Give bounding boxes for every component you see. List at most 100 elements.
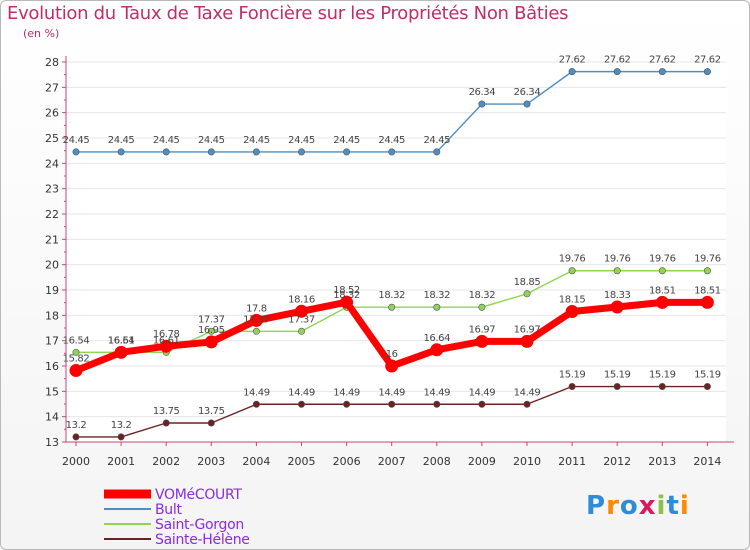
data-label: 18.15: [559, 295, 586, 306]
data-label: 24.45: [153, 135, 180, 146]
data-label: 16.78: [153, 329, 180, 340]
data-label: 15.19: [694, 370, 721, 381]
plot-area: [66, 62, 726, 442]
data-point: [388, 303, 396, 311]
x-tick-label: 2002: [152, 455, 180, 468]
data-label: 16: [386, 349, 398, 360]
legend-label: Sainte-Hélène: [155, 532, 250, 548]
data-label: 18.33: [604, 290, 631, 301]
data-label: 15.19: [649, 370, 676, 381]
legend-label: Saint-Gorgon: [155, 517, 244, 533]
x-tick-label: 2011: [558, 455, 586, 468]
data-point: [114, 345, 128, 359]
y-tick-label: 16: [45, 360, 59, 373]
data-label: 27.62: [604, 55, 631, 66]
y-tick-label: 27: [45, 81, 59, 94]
data-point: [433, 400, 441, 408]
data-point: [72, 348, 80, 356]
data-label: 14.49: [333, 387, 360, 398]
data-point: [343, 148, 351, 156]
x-tick-label: 2004: [242, 455, 270, 468]
data-point: [478, 400, 486, 408]
data-point: [297, 148, 305, 156]
logo-letter: t: [666, 491, 680, 521]
chart-title: Evolution du Taux de Taxe Foncière sur l…: [7, 3, 569, 24]
data-label: 27.62: [559, 55, 586, 66]
data-label: 26.34: [469, 87, 496, 98]
data-point: [658, 383, 666, 391]
x-tick-label: 2005: [288, 455, 316, 468]
data-point: [207, 327, 215, 335]
y-tick-label: 19: [45, 284, 59, 297]
data-point: [159, 339, 173, 353]
data-point: [117, 433, 125, 441]
y-tick-label: 23: [45, 183, 59, 196]
data-label: 18.32: [333, 290, 360, 301]
data-point: [252, 400, 260, 408]
data-label: 16.54: [63, 335, 90, 346]
y-tick-label: 24: [45, 157, 59, 170]
data-point: [520, 334, 534, 348]
data-point: [207, 148, 215, 156]
data-label: 14.49: [288, 387, 315, 398]
data-label: 14.49: [378, 387, 405, 398]
data-point: [568, 267, 576, 275]
data-point: [162, 148, 170, 156]
data-point: [297, 327, 305, 335]
data-point: [568, 68, 576, 76]
x-tick-label: 2010: [513, 455, 541, 468]
data-point: [613, 383, 621, 391]
unit-label: (en %): [23, 27, 60, 40]
data-label: 18.85: [514, 277, 541, 288]
logo-letter: o: [619, 491, 639, 521]
y-tick-label: 26: [45, 107, 59, 120]
x-tick-label: 2013: [648, 455, 676, 468]
data-label: 14.49: [423, 387, 450, 398]
data-point: [69, 364, 83, 378]
data-point: [72, 148, 80, 156]
logo-letter: i: [656, 491, 667, 521]
data-point: [117, 148, 125, 156]
x-tick-label: 2012: [603, 455, 631, 468]
data-point: [700, 295, 714, 309]
data-label: 24.45: [63, 135, 90, 146]
data-point: [433, 303, 441, 311]
data-point: [613, 68, 621, 76]
data-label: 19.76: [649, 254, 676, 265]
y-tick-label: 22: [45, 208, 59, 221]
data-point: [430, 343, 444, 357]
data-label: 24.45: [108, 135, 135, 146]
data-point: [523, 400, 531, 408]
data-label: 16.95: [198, 325, 225, 336]
data-point: [204, 335, 218, 349]
y-tick-label: 14: [45, 411, 59, 424]
data-label: 18.32: [423, 290, 450, 301]
x-tick-label: 2014: [693, 455, 721, 468]
data-point: [523, 100, 531, 108]
data-label: 18.16: [288, 294, 315, 305]
data-label: 19.76: [604, 254, 631, 265]
data-label: 13.2: [66, 420, 87, 431]
data-label: 16.97: [469, 324, 496, 335]
data-point: [703, 68, 711, 76]
data-label: 18.32: [469, 290, 496, 301]
data-label: 17.8: [246, 303, 267, 314]
data-point: [388, 400, 396, 408]
data-point: [252, 148, 260, 156]
data-point: [610, 300, 624, 314]
data-label: 13.75: [153, 406, 180, 417]
y-tick-label: 13: [45, 436, 59, 449]
data-label: 24.45: [378, 135, 405, 146]
data-point: [658, 68, 666, 76]
data-point: [703, 267, 711, 275]
x-tick-label: 2006: [333, 455, 361, 468]
data-label: 15.19: [559, 370, 586, 381]
legend-label: VOMéCOURT: [155, 487, 242, 503]
logo-letter: r: [606, 491, 620, 521]
y-tick-label: 15: [45, 385, 59, 398]
data-point: [523, 290, 531, 298]
data-point: [295, 304, 308, 318]
data-label: 24.45: [333, 135, 360, 146]
